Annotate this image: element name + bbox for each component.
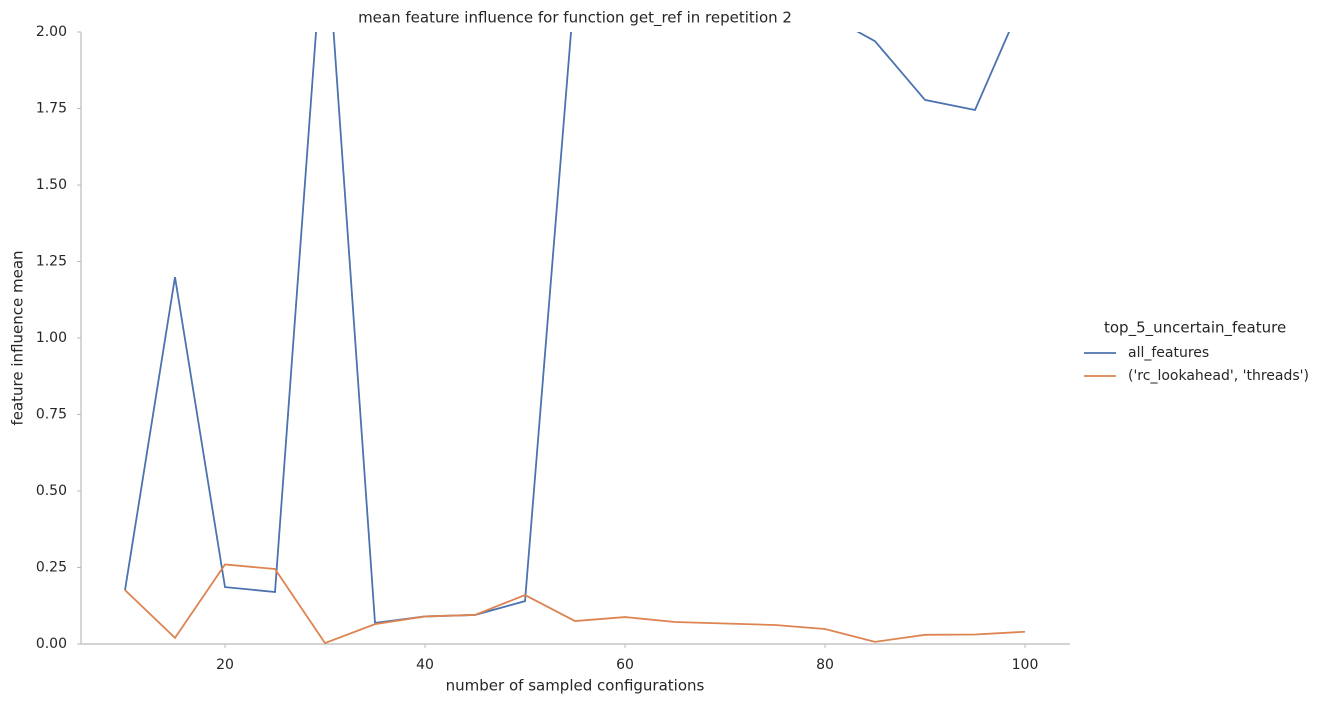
series-line — [124, 563, 1026, 644]
y-tick-label: 1.25 — [36, 254, 67, 270]
chart-title: mean feature influence for function get_… — [358, 9, 792, 28]
x-tick-label: 20 — [216, 657, 234, 673]
x-tick-label: 60 — [616, 657, 634, 673]
y-tick-label: 1.75 — [36, 101, 67, 117]
y-tick-label: 0.00 — [36, 636, 67, 652]
y-tick-label: 1.00 — [36, 330, 67, 346]
legend-label: ('rc_lookahead', 'threads') — [1128, 368, 1309, 384]
series-line — [124, 32, 1010, 624]
x-tick-label: 100 — [1012, 657, 1039, 673]
y-axis-label: feature influence mean — [9, 250, 27, 425]
y-tick-label: 1.50 — [36, 177, 67, 193]
y-tick-label: 0.75 — [36, 407, 67, 423]
x-tick-label: 80 — [816, 657, 834, 673]
x-tick-label: 40 — [416, 657, 434, 673]
legend-title: top_5_uncertain_feature — [1104, 319, 1286, 338]
legend-label: all_features — [1128, 345, 1209, 361]
y-tick-label: 0.50 — [36, 483, 67, 499]
y-tick-label: 2.00 — [36, 24, 67, 40]
y-tick-label: 0.25 — [36, 560, 67, 576]
x-axis-label: number of sampled configurations — [446, 677, 705, 695]
